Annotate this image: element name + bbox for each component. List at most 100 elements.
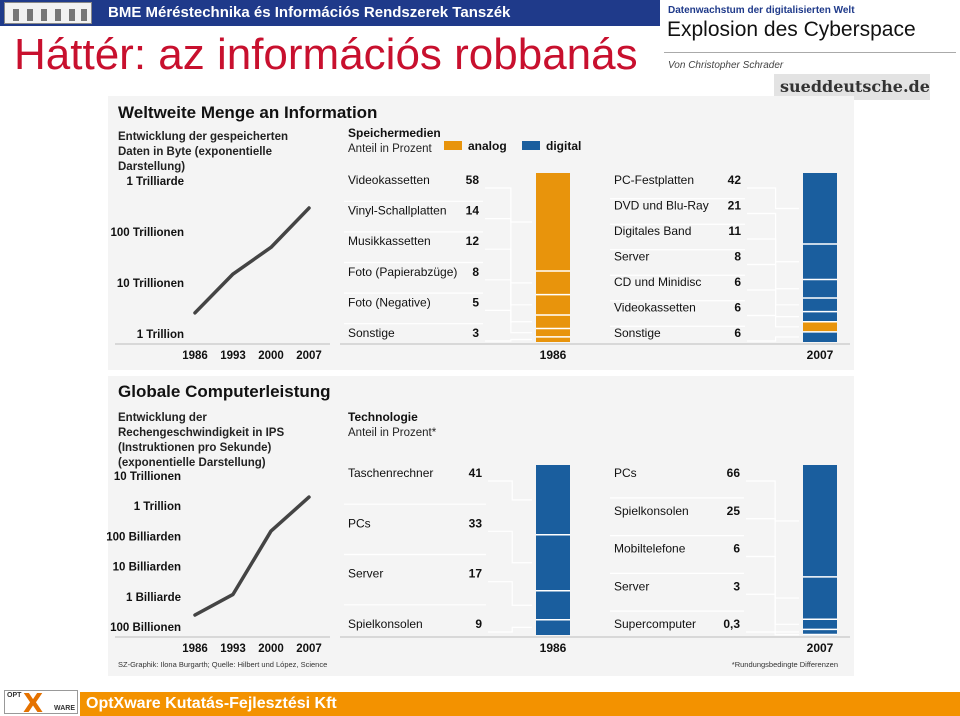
leader-line [747, 314, 799, 328]
segment-label: Videokassetten [614, 301, 696, 315]
leader-line [746, 518, 799, 599]
stack-segment [803, 321, 837, 332]
stack-segment [803, 576, 837, 620]
legend-label-analog: analog [468, 139, 507, 153]
x-tick-label: 2007 [296, 643, 322, 655]
segment-value: 6 [733, 542, 740, 556]
stack-segment [536, 465, 570, 535]
leader-line [485, 187, 532, 223]
leader-line [488, 626, 532, 633]
stack-segment [536, 619, 570, 635]
segment-value: 25 [727, 504, 741, 518]
segment-label: PCs [348, 516, 371, 530]
leader-line [747, 289, 799, 318]
x-tick-label: 1993 [220, 350, 246, 362]
line-chart-subtitle-line: Entwicklung der gespeicherten [118, 131, 288, 143]
stack-segment [803, 331, 837, 342]
stack-segment [803, 279, 837, 299]
leader-line [488, 480, 532, 501]
line-chart-title: Weltweite Menge an Information [118, 103, 377, 122]
stack-year-label: 2007 [807, 348, 834, 362]
segment-label: Taschenrechner [348, 466, 433, 480]
x-tick-label: 2000 [258, 643, 284, 655]
leader-line [485, 248, 532, 306]
line-chart-subtitle-line: Rechengeschwindigkeit in IPS [118, 427, 284, 439]
segment-value: 58 [466, 173, 480, 187]
footnote: *Rundungsbedingte Differenzen [732, 660, 838, 669]
segment-value: 33 [469, 516, 483, 530]
line-chart-subtitle-line: Entwicklung der [118, 412, 207, 424]
segment-value: 9 [475, 617, 482, 631]
stack-segment [803, 243, 837, 280]
x-tick-label: 1993 [220, 643, 246, 655]
segment-value: 6 [734, 301, 741, 315]
leader-line [485, 218, 532, 284]
segment-label: Server [614, 579, 649, 593]
logo-opt: OPT [7, 692, 22, 699]
article-title: Explosion des Cyberspace [667, 18, 916, 41]
x-tick-label: 1986 [182, 643, 208, 655]
y-tick-label: 100 Trillionen [111, 227, 185, 239]
leader-line [746, 631, 799, 636]
segment-label: Sonstige [348, 326, 395, 340]
stack-segment [803, 465, 837, 577]
line-chart-subtitle-line: Darstellung) [118, 161, 185, 173]
stack-segment [803, 173, 837, 244]
y-tick-label: 1 Trillion [134, 501, 181, 513]
y-tick-label: 100 Billionen [110, 622, 181, 634]
line-chart-subtitle-line: (exponentielle Darstellung) [118, 457, 266, 469]
y-tick-label: 1 Trilliarde [126, 176, 184, 188]
leader-line [485, 309, 532, 334]
segment-value: 14 [466, 204, 480, 218]
segment-value: 8 [472, 265, 479, 279]
article-separator [664, 52, 956, 53]
y-tick-label: 10 Billiarden [113, 562, 181, 574]
leader-line [747, 336, 799, 342]
stack-segment [803, 298, 837, 312]
segment-label: PCs [614, 466, 637, 480]
stack-segment [536, 294, 570, 315]
segment-label: Foto (Papierabzüge) [348, 265, 457, 279]
segment-value: 6 [734, 275, 741, 289]
segment-value: 17 [469, 567, 483, 581]
segment-value: 6 [734, 326, 741, 340]
article-kicker: Datenwachstum der digitalisierten Welt [668, 5, 855, 16]
segment-value: 8 [734, 250, 741, 264]
bar-chart-subtitle: Anteil in Prozent [348, 143, 433, 155]
leader-line [747, 187, 799, 210]
section-divider [108, 370, 854, 376]
segment-value: 5 [472, 295, 479, 309]
leader-line [485, 279, 532, 323]
segment-label: Musikkassetten [348, 234, 431, 248]
stack-segment [536, 173, 570, 272]
stack-segment [803, 619, 837, 630]
segment-label: Vinyl-Schallplatten [348, 204, 447, 218]
segment-label: Videokassetten [348, 173, 430, 187]
stack-segment [536, 534, 570, 591]
segment-value: 12 [466, 234, 480, 248]
stack-segment [536, 271, 570, 295]
segment-value: 21 [728, 199, 742, 213]
segment-label: Mobiltelefone [614, 542, 686, 556]
leader-line [746, 480, 799, 522]
stack-segment [803, 311, 837, 322]
leader-line [747, 212, 799, 263]
bar-chart-subtitle: Anteil in Prozent* [348, 427, 437, 439]
leader-line [485, 338, 532, 342]
infographic-panel [108, 96, 854, 676]
segment-label: CD und Minidisc [614, 275, 701, 289]
segment-value: 41 [469, 466, 483, 480]
source-logo: sueddeutsche.de [774, 74, 930, 100]
line-chart-subtitle-line: Daten in Byte (exponentielle [118, 146, 272, 158]
segment-value: 3 [733, 579, 740, 593]
institution-name: BME Méréstechnika és Információs Rendsze… [108, 4, 511, 21]
leader-line [746, 593, 799, 633]
line-chart-title: Globale Computerleistung [118, 382, 331, 401]
data-series-line [193, 206, 311, 315]
segment-label: Digitales Band [614, 224, 691, 238]
data-series-line [193, 495, 311, 617]
y-tick-label: 1 Billiarde [126, 592, 181, 604]
segment-label: PC-Festplatten [614, 173, 694, 187]
segment-label: DVD und Blu-Ray [614, 199, 709, 213]
